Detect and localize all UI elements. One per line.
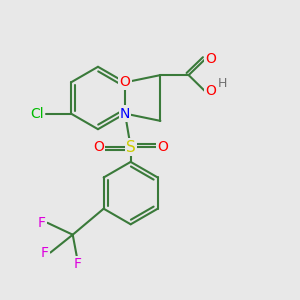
Text: S: S <box>126 140 136 154</box>
Text: O: O <box>205 52 216 66</box>
Text: N: N <box>120 106 130 121</box>
Text: Cl: Cl <box>31 106 44 121</box>
Text: O: O <box>120 75 130 89</box>
Text: F: F <box>41 245 49 260</box>
Text: O: O <box>93 140 104 154</box>
Text: F: F <box>73 257 81 272</box>
Text: H: H <box>218 77 227 90</box>
Text: F: F <box>38 216 46 230</box>
Text: O: O <box>205 84 216 98</box>
Text: O: O <box>157 140 168 154</box>
